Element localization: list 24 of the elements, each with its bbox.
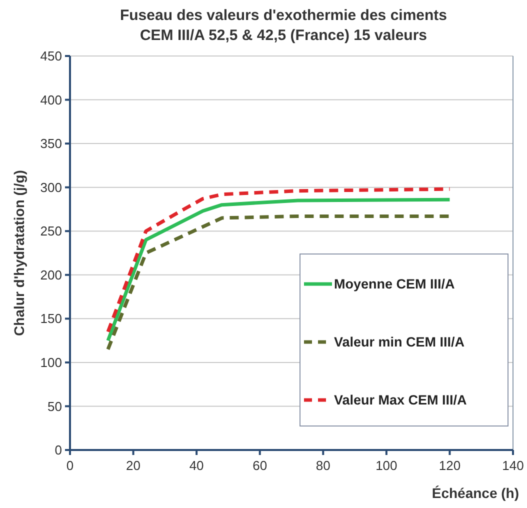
x-tick-label: 40 — [189, 458, 204, 473]
y-tick-label: 150 — [40, 311, 62, 326]
y-tick-label: 450 — [40, 48, 62, 64]
y-tick-label: 50 — [48, 398, 62, 414]
x-tick-label: 60 — [252, 458, 268, 473]
y-axis-title: Chalur d'hydratation (j/g) — [11, 170, 27, 336]
x-tick-label: 100 — [376, 458, 398, 473]
x-tick-label: 120 — [438, 458, 461, 473]
y-tick-label: 0 — [54, 442, 62, 458]
y-tick-label: 200 — [40, 267, 62, 282]
x-axis-title: Échéance (h) — [432, 485, 519, 501]
chart-title: Fuseau des valeurs d'exothermie des ciments CEM III/A 52,5 & 42,5 (France) 15 valeurs — [120, 7, 448, 44]
legend-label: Moyenne CEM III/A — [334, 276, 456, 292]
legend-label: Valeur Max CEM III/A — [334, 392, 468, 408]
y-tick-label: 250 — [40, 224, 62, 239]
x-tick-label: 0 — [66, 458, 74, 473]
y-tick-label: 400 — [40, 92, 62, 108]
x-tick-label: 80 — [316, 458, 330, 473]
y-tick-label: 300 — [40, 180, 62, 195]
legend-label: Valeur min CEM III/A — [334, 334, 465, 350]
x-tick-label: 140 — [502, 458, 524, 473]
y-tick-label: 100 — [40, 354, 62, 370]
x-tick-label: 20 — [126, 458, 141, 473]
y-tick-label: 350 — [40, 136, 62, 152]
